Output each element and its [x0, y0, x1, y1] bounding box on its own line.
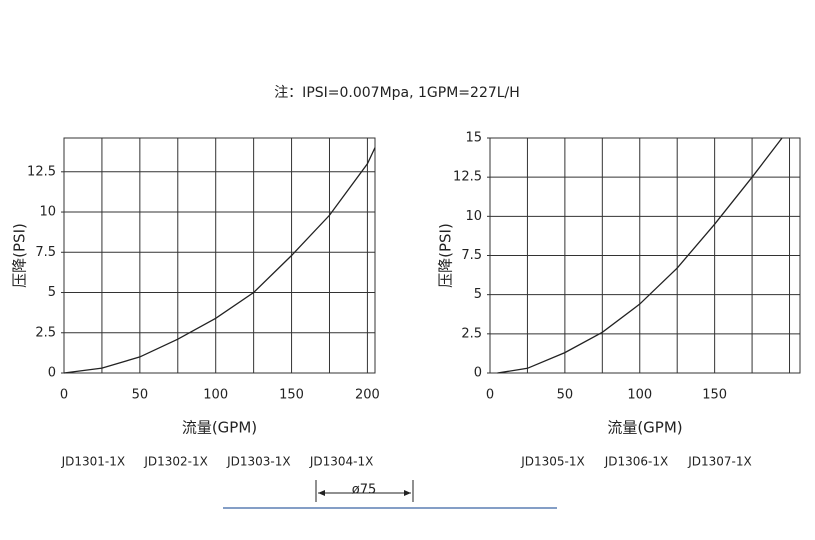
plot-frame [63, 137, 376, 374]
x-tick-label: 100 [627, 388, 652, 403]
model-label: JD1306-1X [604, 455, 669, 469]
model-label: JD1301-1X [61, 455, 126, 469]
y-tick-label: 12.5 [453, 170, 482, 185]
x-axis-label: 流量(GPM) [182, 419, 257, 437]
x-tick-label: 200 [355, 388, 380, 403]
x-tick-label: 100 [203, 388, 228, 403]
y-tick-label: 15 [465, 131, 482, 146]
x-tick-label: 0 [60, 388, 68, 403]
x-tick-label: 50 [557, 388, 574, 403]
y-tick-label: 12.5 [27, 164, 56, 179]
note: 注：IPSI=0.007Mpa, 1GPM=227L/H [274, 85, 520, 101]
model-label: JD1302-1X [143, 455, 208, 469]
x-tick-label: 150 [702, 388, 727, 403]
y-axis-label: 压降(PSI) [437, 223, 455, 288]
x-tick-label: 50 [132, 388, 149, 403]
y-tick-label: 7.5 [35, 245, 56, 260]
y-tick-label: 2.5 [461, 326, 482, 341]
curve [497, 137, 783, 374]
y-tick-label: 10 [465, 209, 482, 224]
y-tick-label: 0 [474, 366, 482, 381]
model-label: JD1305-1X [520, 455, 585, 469]
y-tick-label: 5 [48, 285, 56, 300]
dimension-label: ø75 [352, 483, 377, 498]
y-tick-label: 10 [39, 205, 56, 220]
y-tick-label: 5 [474, 287, 482, 302]
x-tick-label: 0 [486, 388, 494, 403]
y-tick-label: 7.5 [461, 248, 482, 263]
x-axis-label: 流量(GPM) [607, 419, 682, 437]
dimension [315, 480, 414, 502]
y-tick-label: 2.5 [35, 325, 56, 340]
y-tick-label: 0 [48, 366, 56, 381]
curve [63, 147, 376, 374]
model-label: JD1303-1X [226, 455, 291, 469]
model-label: JD1304-1X [309, 455, 374, 469]
y-axis-label: 压降(PSI) [11, 223, 29, 288]
x-tick-label: 150 [279, 388, 304, 403]
model-label: JD1307-1X [687, 455, 752, 469]
